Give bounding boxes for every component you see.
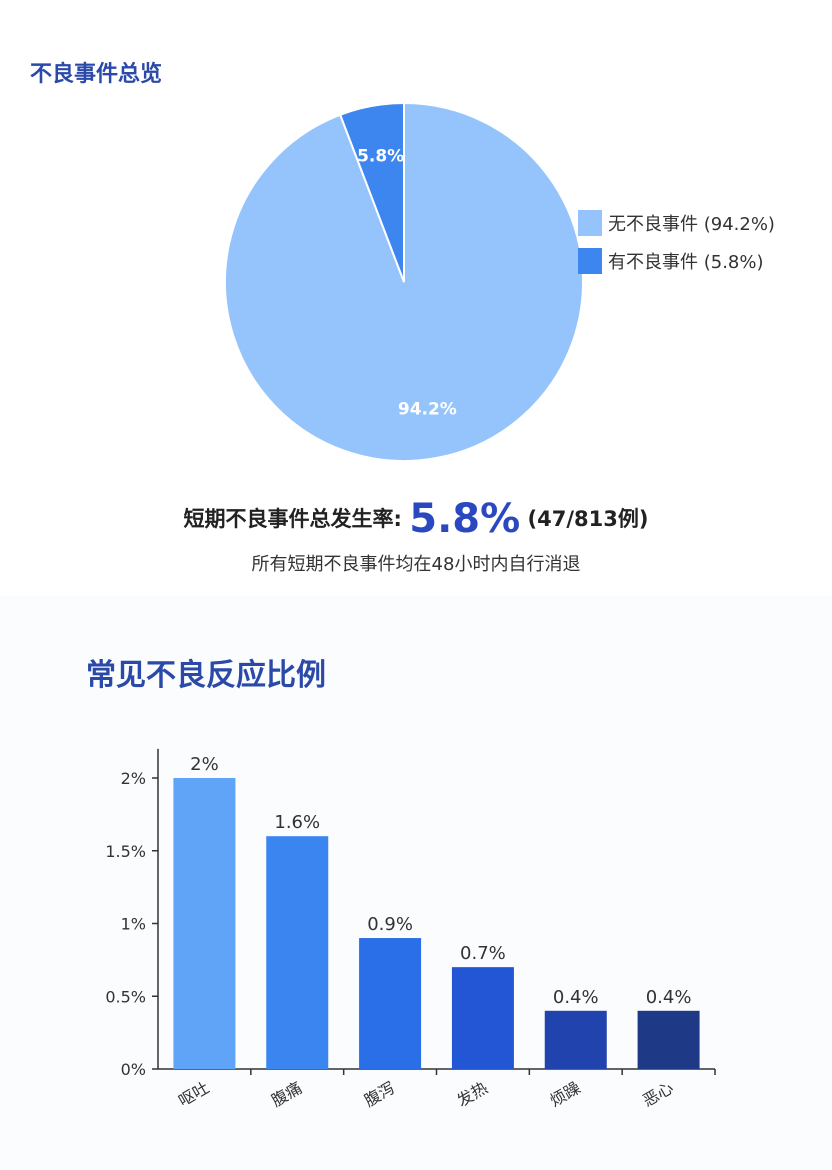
x-tick-label: 发热 (454, 1078, 491, 1110)
bar-data-label: 2% (190, 754, 219, 775)
reactions-section (0, 596, 832, 1170)
bar-data-label: 0.4% (646, 987, 692, 1008)
pie-slice-1 (338, 101, 405, 283)
bar-0 (173, 778, 236, 1069)
x-tick-label: 烦躁 (547, 1078, 584, 1110)
y-tick-label: 0% (121, 1060, 146, 1079)
bar-data-label: 0.4% (553, 987, 599, 1008)
bar-5 (637, 1010, 700, 1069)
pie-legend: 无不良事件 (94.2%) 有不良事件 (5.8%) (578, 210, 775, 286)
x-tick-label: 呕吐 (175, 1078, 212, 1110)
summary-prefix: 短期不良事件总发生率: (183, 507, 402, 531)
summary-rate-line: 短期不良事件总发生率: 5.8% (47/813例) (0, 496, 832, 542)
pie-chart: 94.2% 5.8% (224, 101, 584, 462)
bar-data-label: 1.6% (274, 812, 320, 833)
bar-2 (359, 938, 422, 1069)
x-tick-label: 腹痛 (268, 1078, 305, 1110)
bar-3 (451, 967, 514, 1069)
bar-data-label: 0.9% (367, 914, 413, 935)
legend-item-no-event: 无不良事件 (94.2%) (578, 210, 775, 236)
pie-data-label-0: 94.2% (398, 400, 457, 420)
pie-data-label-1: 5.8% (357, 146, 404, 166)
summary-rate-value: 5.8% (409, 496, 521, 542)
overview-title: 不良事件总览 (30, 62, 163, 87)
x-tick-label: 腹泻 (361, 1078, 398, 1110)
y-tick-label: 1% (121, 915, 146, 934)
summary-count: (47/813例) (527, 507, 649, 531)
legend-swatch-no-event (578, 210, 602, 236)
reactions-title: 常见不良反应比例 (86, 658, 326, 693)
x-tick-label: 恶心 (639, 1078, 676, 1110)
bar-4 (544, 1010, 607, 1069)
bar-1 (266, 836, 329, 1069)
bar-data-label: 0.7% (460, 943, 506, 964)
legend-swatch-with-event (578, 248, 602, 274)
legend-label-with-event: 有不良事件 (5.8%) (608, 252, 764, 273)
y-tick-label: 2% (121, 769, 146, 788)
summary-note: 所有短期不良事件均在48小时内自行消退 (251, 554, 581, 575)
legend-label-no-event: 无不良事件 (94.2%) (608, 214, 775, 235)
legend-item-with-event: 有不良事件 (5.8%) (578, 248, 775, 274)
y-tick-label: 0.5% (105, 987, 146, 1006)
y-tick-label: 1.5% (105, 842, 146, 861)
